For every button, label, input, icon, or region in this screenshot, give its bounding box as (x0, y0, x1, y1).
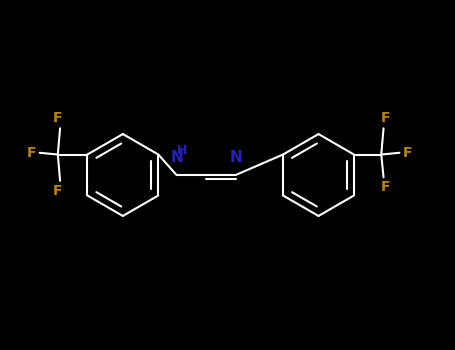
Text: F: F (381, 180, 390, 194)
Text: N: N (170, 150, 183, 165)
Text: F: F (403, 146, 412, 160)
Text: N: N (229, 150, 242, 165)
Text: F: F (27, 146, 36, 160)
Text: H: H (177, 144, 188, 157)
Text: F: F (52, 111, 62, 125)
Text: F: F (52, 184, 62, 198)
Text: F: F (381, 111, 390, 125)
